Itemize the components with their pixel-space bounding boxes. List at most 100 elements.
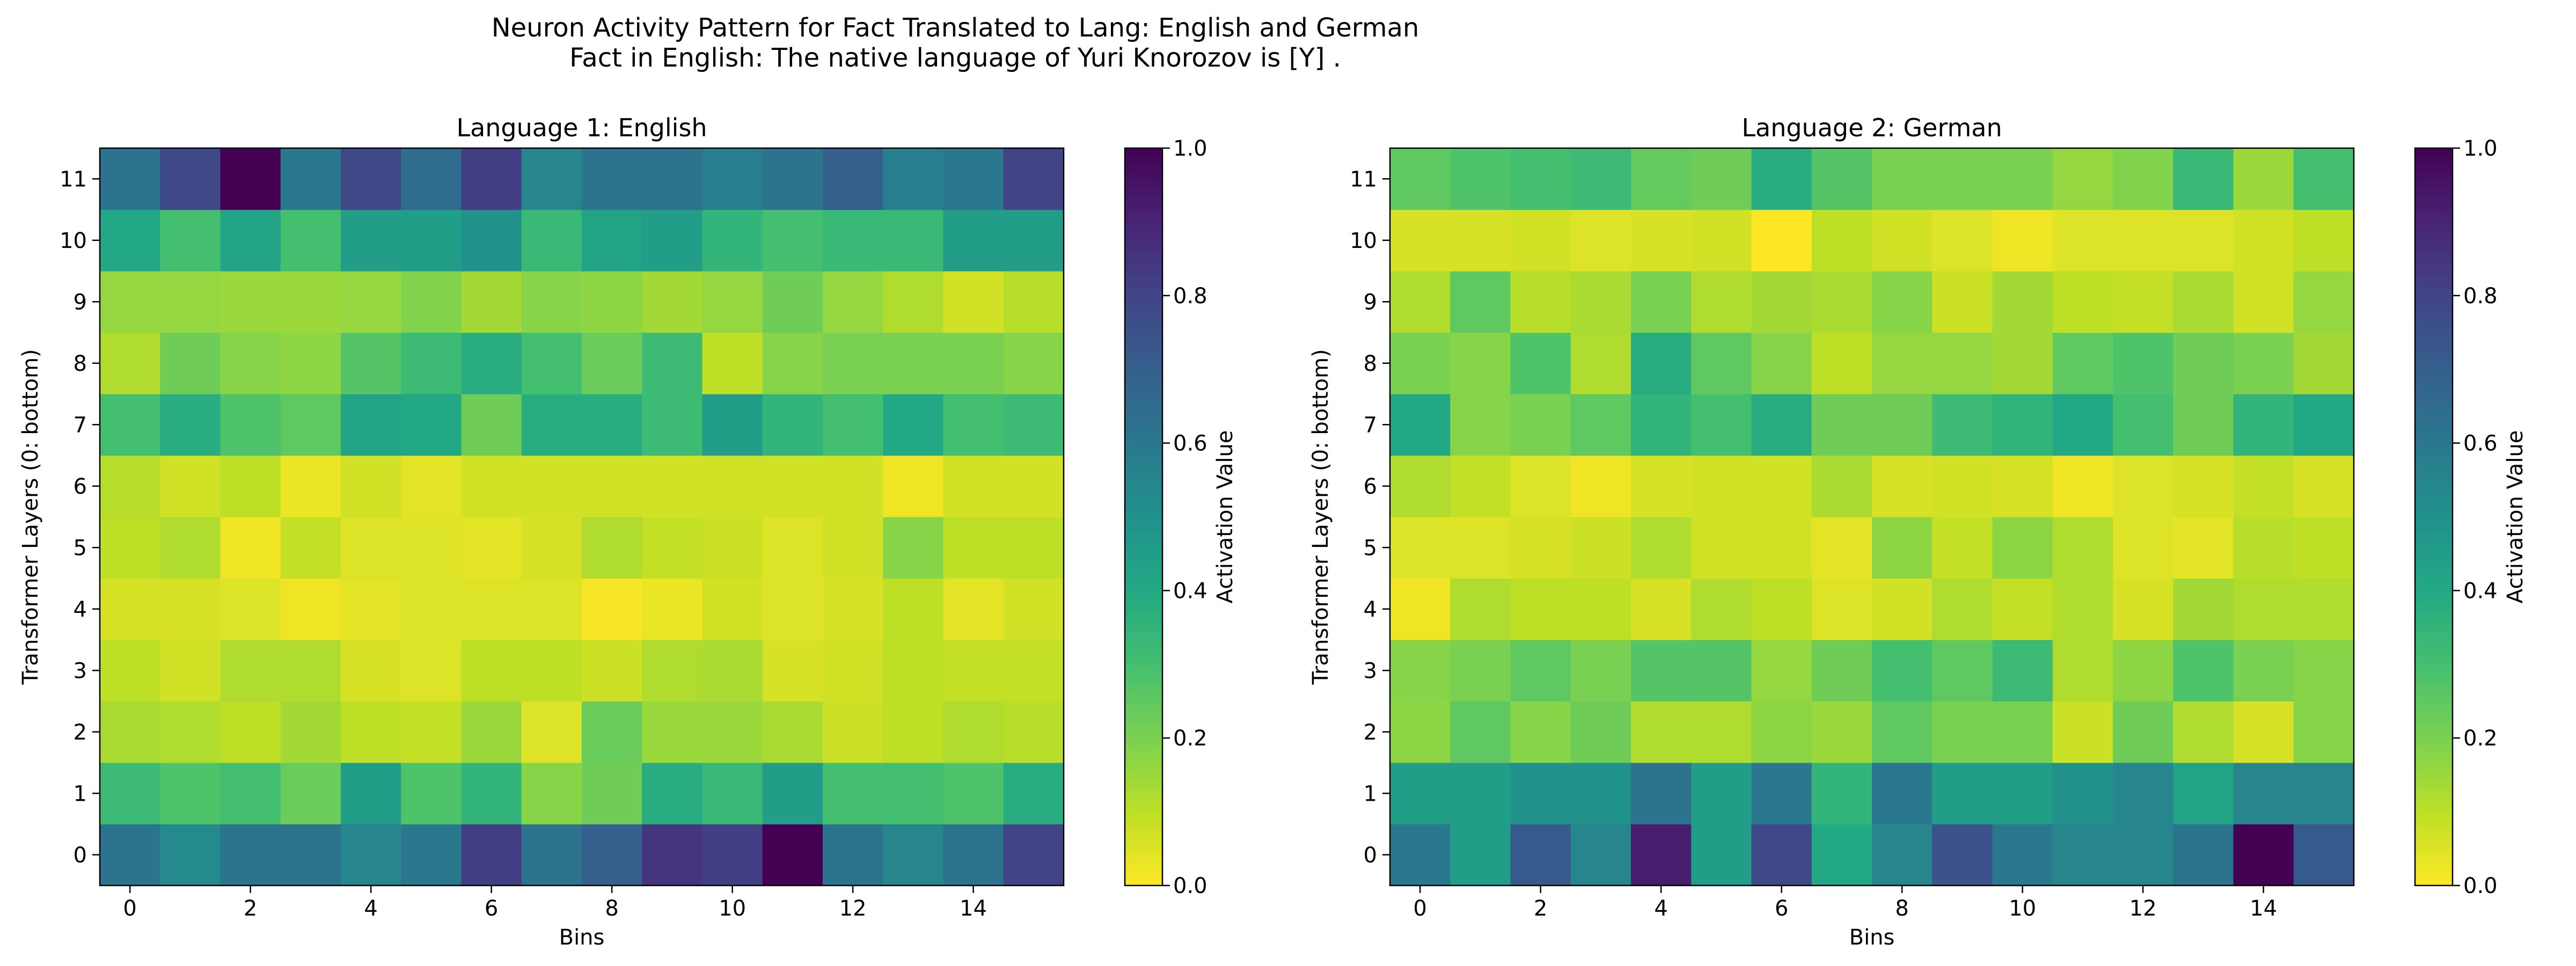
heatmap-cell — [1751, 394, 1812, 456]
heatmap-cell — [100, 394, 160, 456]
heatmap-cell — [461, 640, 522, 702]
heatmap-cell — [1872, 455, 1933, 517]
heatmap-cell — [823, 701, 883, 763]
heatmap-cell — [1932, 578, 1993, 640]
heatmap-cell — [341, 271, 401, 333]
heatmap-cell — [2233, 824, 2294, 886]
heatmap-cell — [1932, 455, 1993, 517]
heatmap-cell — [461, 209, 522, 272]
heatmap-cell — [160, 763, 221, 825]
heatmap-cell — [1003, 578, 1064, 640]
heatmap-cell — [280, 209, 341, 272]
heatmap-cell — [582, 763, 642, 825]
heatmap-cell — [943, 271, 1004, 333]
y-tick-label: 4 — [1364, 597, 1377, 622]
colorbar-tick-label: 1.0 — [2463, 136, 2498, 161]
heatmap-cell — [2173, 271, 2234, 333]
heatmap-cell — [1570, 640, 1631, 702]
heatmap-cell — [1003, 763, 1064, 825]
heatmap-cell — [2052, 271, 2113, 333]
axes-frame — [1389, 147, 2355, 887]
heatmap-cell — [582, 824, 642, 886]
heatmap-cell — [1872, 701, 1933, 763]
colorbar-tick-label: 0.4 — [2463, 579, 2498, 603]
heatmap-cell — [1872, 148, 1933, 210]
x-tick-label: 6 — [485, 896, 498, 921]
heatmap-cell — [2173, 763, 2234, 825]
heatmap-cell — [1570, 578, 1631, 640]
heatmap-cell — [1570, 332, 1631, 394]
heatmap-cell — [1872, 271, 1933, 333]
heatmap-cell — [1390, 271, 1451, 333]
heatmap-cell — [582, 578, 642, 640]
y-tick-label: 2 — [1364, 720, 1377, 745]
heatmap-cell — [2293, 455, 2354, 517]
y-tick-label: 7 — [1364, 413, 1377, 437]
heatmap-cell — [2113, 209, 2174, 272]
heatmap-cell — [461, 517, 522, 579]
heatmap-cell — [1691, 640, 1752, 702]
heatmap-cell — [1631, 640, 1692, 702]
x-tick-label: 12 — [839, 896, 867, 921]
heatmap-cell — [1570, 701, 1631, 763]
heatmap-cell — [280, 578, 341, 640]
x-tick-label: 8 — [605, 896, 618, 921]
heatmap-cell — [2052, 640, 2113, 702]
heatmap-cell — [1751, 455, 1812, 517]
heatmap-cell — [702, 763, 763, 825]
heatmap-cell — [1751, 763, 1812, 825]
heatmap-cell — [1811, 148, 1872, 210]
heatmap-cell — [1450, 701, 1511, 763]
y-tick-label: 11 — [1350, 167, 1377, 192]
y-tick-label: 11 — [60, 167, 87, 192]
heatmap-cell — [100, 271, 160, 333]
heatmap-cell — [1450, 455, 1511, 517]
heatmap-cell — [341, 763, 401, 825]
heatmap-cell — [1003, 271, 1064, 333]
heatmap-cell — [341, 209, 401, 272]
heatmap-cell — [943, 148, 1004, 210]
heatmap-cell — [1751, 701, 1812, 763]
heatmap-cell — [1631, 578, 1692, 640]
heatmap-cell — [2173, 455, 2234, 517]
heatmap-cell — [582, 517, 642, 579]
heatmap-cell — [823, 455, 883, 517]
heatmap-cell — [1751, 517, 1812, 579]
heatmap-cell — [823, 640, 883, 702]
heatmap-cell — [1631, 824, 1692, 886]
heatmap-cell — [582, 148, 642, 210]
heatmap-cell — [100, 517, 160, 579]
y-tick-label: 7 — [74, 413, 87, 437]
heatmap-cell — [401, 517, 462, 579]
x-tick-label: 2 — [244, 896, 257, 921]
heatmap-cell — [2293, 209, 2354, 272]
heatmap-cell — [1510, 640, 1571, 702]
heatmap-cell — [100, 640, 160, 702]
heatmap-cell — [2293, 517, 2354, 579]
heatmap-cell — [1003, 517, 1064, 579]
x-tick-label: 6 — [1775, 896, 1788, 921]
heatmap-cell — [2293, 332, 2354, 394]
heatmap-cell — [2293, 271, 2354, 333]
y-tick-label: 10 — [60, 229, 87, 253]
colorbar — [1124, 147, 1163, 887]
heatmap-cell — [1992, 209, 2053, 272]
heatmap-cell — [220, 148, 281, 210]
heatmap-cell — [100, 148, 160, 210]
colorbar-tick-label: 0.4 — [1173, 579, 1208, 603]
heatmap-cell — [762, 578, 823, 640]
heatmap-cell — [1932, 332, 1993, 394]
x-tick-label: 8 — [1895, 896, 1908, 921]
heatmap-cell — [2173, 578, 2234, 640]
heatmap-cell — [1992, 148, 2053, 210]
heatmap-cell — [100, 824, 160, 886]
heatmap-cell — [341, 517, 401, 579]
heatmap-cell — [280, 394, 341, 456]
heatmap-cell — [1691, 209, 1752, 272]
x-tick-label: 10 — [719, 896, 746, 921]
heatmap-cell — [1510, 148, 1571, 210]
heatmap-cell — [1751, 209, 1812, 272]
heatmap-cell — [1932, 271, 1993, 333]
heatmap-cell — [2293, 148, 2354, 210]
